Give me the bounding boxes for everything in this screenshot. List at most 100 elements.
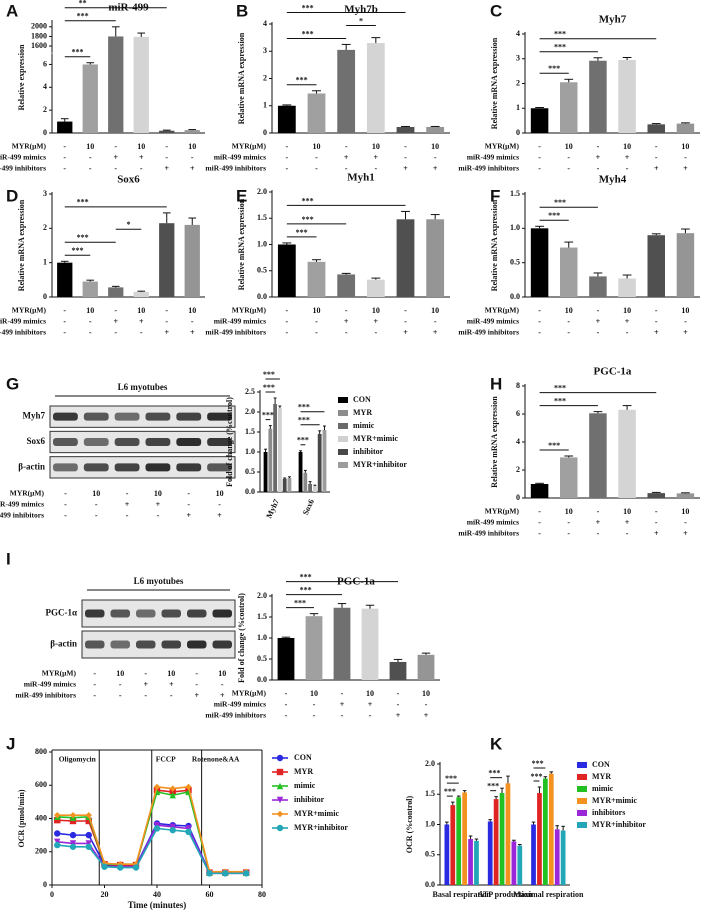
chart-title: Myh1 [347, 172, 375, 184]
treatment-mark: 10 [372, 142, 380, 151]
treatment-name: MYR(μM) [485, 306, 520, 315]
treatment-mark: - [195, 680, 198, 689]
treatment-mark: 10 [137, 306, 145, 315]
blot-title: L6 myotubes [118, 382, 168, 392]
bar [337, 49, 356, 134]
y-axis-label: Relative mRNA expression [490, 199, 499, 291]
marker [276, 754, 284, 762]
blot-strip [49, 405, 236, 428]
treatment-mark: - [315, 164, 318, 173]
treatment-mark: - [341, 689, 344, 698]
treatment-mark: 10 [92, 489, 100, 498]
treatment-mark: - [63, 328, 66, 337]
y-tick-label: 4 [43, 82, 47, 91]
marker [85, 843, 92, 850]
chart-title: Sox6 [117, 174, 140, 186]
marker [169, 785, 176, 792]
treatment-name: MYR(μM) [232, 689, 267, 698]
treatment-mark: + [683, 529, 688, 538]
treatment-mark: - [655, 153, 658, 162]
treatment-mark: + [143, 680, 148, 689]
treatment-mark: + [596, 153, 601, 162]
blot-row-label: β-actin [18, 461, 45, 471]
treatment-mark: - [114, 164, 117, 173]
treatment-mark: - [538, 306, 541, 315]
treatment-mark: - [140, 164, 143, 173]
treatment-mark: - [655, 317, 658, 326]
bar [493, 799, 499, 885]
bar [82, 281, 98, 297]
x-tick-label: Maximal respiration [513, 890, 584, 899]
treatment-mark: - [165, 153, 168, 162]
treatment-mark: + [340, 700, 345, 709]
treatment-mark: - [397, 689, 400, 698]
treatment-mark: + [139, 153, 144, 162]
sig-label: *** [72, 246, 84, 255]
x-tick-label: 40 [153, 890, 161, 899]
bar [462, 792, 467, 885]
blot-band [110, 640, 130, 649]
y-tick-label: 3 [43, 189, 47, 198]
treatment-mark: + [190, 328, 195, 337]
treatment-mark: - [126, 511, 129, 520]
sig-label: *** [263, 370, 275, 379]
treatment-mark: - [315, 153, 318, 162]
legend-swatch [577, 822, 587, 828]
treatment-mark: + [654, 529, 659, 538]
blot-band [176, 412, 202, 421]
y-tick-label: 1800 [31, 31, 47, 40]
blot-band [85, 640, 105, 649]
treatment-mark: - [626, 328, 629, 337]
treatment-mark: + [164, 328, 169, 337]
treatment-mark: + [190, 164, 195, 173]
blot-band [187, 609, 207, 618]
treatment-mark: - [345, 328, 348, 337]
treatment-mark: - [114, 328, 117, 337]
treatment-mark: - [655, 518, 658, 527]
marker [169, 826, 176, 834]
treatment-mark: - [221, 680, 224, 689]
legend-swatch [338, 423, 348, 429]
treatment-mark: + [125, 500, 130, 509]
treatment-name: miR-499 inhibitors [458, 328, 519, 337]
blot-band [145, 412, 171, 421]
treatment-mark: - [567, 164, 570, 173]
treatment-name: MYR(μM) [42, 669, 77, 678]
y-tick-label: 2.5 [245, 387, 255, 396]
panel-letter: K [490, 734, 503, 753]
treatment-name: MYR(μM) [232, 306, 267, 315]
treatment-name: miR-499 mimics [467, 518, 519, 527]
sig-label: *** [302, 215, 314, 224]
blot-band [145, 463, 171, 472]
y-axis-label: Relative mRNA expression [17, 199, 26, 291]
treatment-name: MYR(μM) [232, 142, 267, 151]
treatment-mark: - [165, 306, 168, 315]
treatment-mark: + [683, 328, 688, 337]
treatment-mark: - [89, 153, 92, 162]
treatment-mark: - [191, 153, 194, 162]
blot-band [53, 463, 78, 472]
treatment-name: miR-499 inhibitors [205, 164, 266, 173]
x-tick-label: 20 [101, 890, 109, 899]
treatment-mark: - [89, 317, 92, 326]
marker [117, 864, 124, 871]
treatment-name: miR-499 inhibitors [205, 711, 266, 720]
treatment-mark: - [597, 529, 600, 538]
legend-label: MYR+inhibitor [592, 820, 646, 829]
panel-letter: D [6, 186, 18, 205]
treatment-mark: - [285, 711, 288, 720]
treatment-mark: - [313, 711, 316, 720]
treatment-name: MYR(μM) [12, 142, 47, 151]
treatment-name: miR-499 inhibitors [458, 164, 519, 173]
panel-letter: G [6, 374, 19, 393]
sig-label: *** [554, 383, 566, 392]
bar [282, 478, 287, 492]
bar [517, 845, 523, 885]
blot-row-label: Myh7 [23, 411, 46, 421]
y-tick-label: 6 [516, 409, 520, 418]
treatment-name: miR-499 mimics [467, 153, 519, 162]
treatment-name: miR-499 mimics [214, 153, 266, 162]
marker [85, 817, 92, 825]
blot-strip [81, 599, 236, 628]
panel-letter: C [490, 1, 502, 20]
